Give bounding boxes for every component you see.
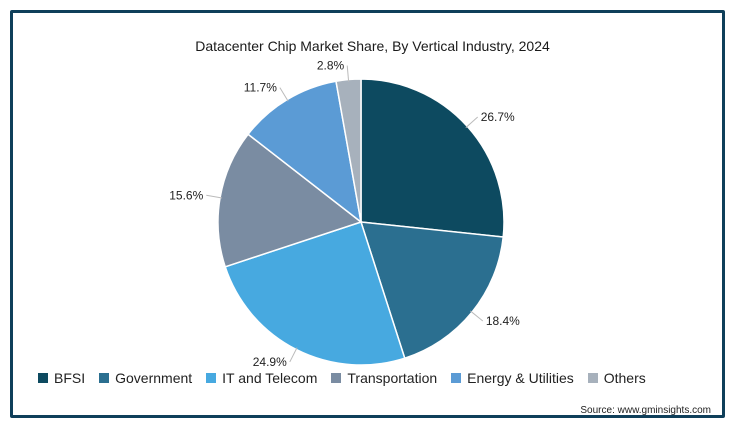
chart-title: Datacenter Chip Market Share, By Vertica… <box>195 38 550 54</box>
source-note: Source: www.gminsights.com <box>580 405 711 416</box>
data-label: 18.4% <box>486 314 520 328</box>
legend-item: BFSI <box>38 370 85 386</box>
data-label: 2.8% <box>317 59 345 73</box>
legend-item: Energy & Utilities <box>451 370 574 386</box>
legend-swatch <box>99 373 110 383</box>
legend-swatch <box>331 373 342 383</box>
legend-label: Energy & Utilities <box>467 370 574 386</box>
data-label: 24.9% <box>253 355 287 369</box>
legend-swatch <box>38 373 48 383</box>
legend-label: Others <box>603 370 646 386</box>
legend-label: Transportation <box>347 370 438 386</box>
legend-item: IT and Telecom <box>206 370 317 386</box>
legend-item: Others <box>587 370 646 386</box>
leader-line <box>206 194 223 199</box>
legend: BFSI Government IT and Telecom Transportati… <box>38 370 646 386</box>
leader-line <box>470 310 484 322</box>
leader-line <box>289 347 298 363</box>
legend-swatch <box>206 373 217 383</box>
data-label: 26.7% <box>481 110 515 124</box>
legend-label: BFSI <box>54 370 86 386</box>
legend-item: Government <box>99 370 192 386</box>
legend-swatch <box>451 373 462 383</box>
data-label: 11.7% <box>244 81 277 95</box>
leader-line <box>346 65 350 82</box>
legend-label: Government <box>115 370 193 386</box>
legend-swatch <box>587 373 598 383</box>
pie-slice-bfsi <box>360 78 505 238</box>
leader-line <box>279 87 289 102</box>
legend-label: IT and Telecom <box>222 370 318 386</box>
leader-line <box>465 116 479 129</box>
data-label: 15.6% <box>169 188 203 202</box>
legend-item: Transportation <box>331 370 437 386</box>
